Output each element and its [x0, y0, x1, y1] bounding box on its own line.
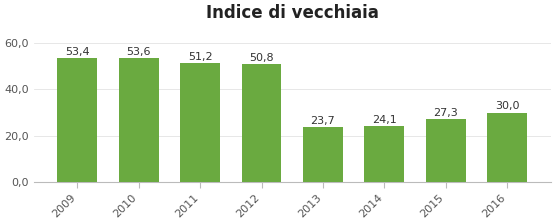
Bar	[119, 58, 159, 182]
Text: 23,7: 23,7	[311, 116, 335, 126]
Bar	[57, 58, 97, 182]
Bar	[426, 119, 466, 182]
Text: 53,6: 53,6	[127, 47, 151, 56]
Bar	[180, 63, 220, 182]
Bar	[487, 113, 527, 182]
Bar	[303, 127, 343, 182]
Bar	[365, 126, 405, 182]
Text: 51,2: 51,2	[188, 52, 213, 62]
Text: 27,3: 27,3	[433, 108, 458, 118]
Text: 30,0: 30,0	[495, 101, 519, 111]
Bar	[241, 64, 281, 182]
Title: Indice di vecchiaia: Indice di vecchiaia	[206, 4, 379, 22]
Text: 50,8: 50,8	[249, 53, 274, 63]
Text: 53,4: 53,4	[65, 47, 89, 57]
Text: 24,1: 24,1	[372, 115, 397, 125]
